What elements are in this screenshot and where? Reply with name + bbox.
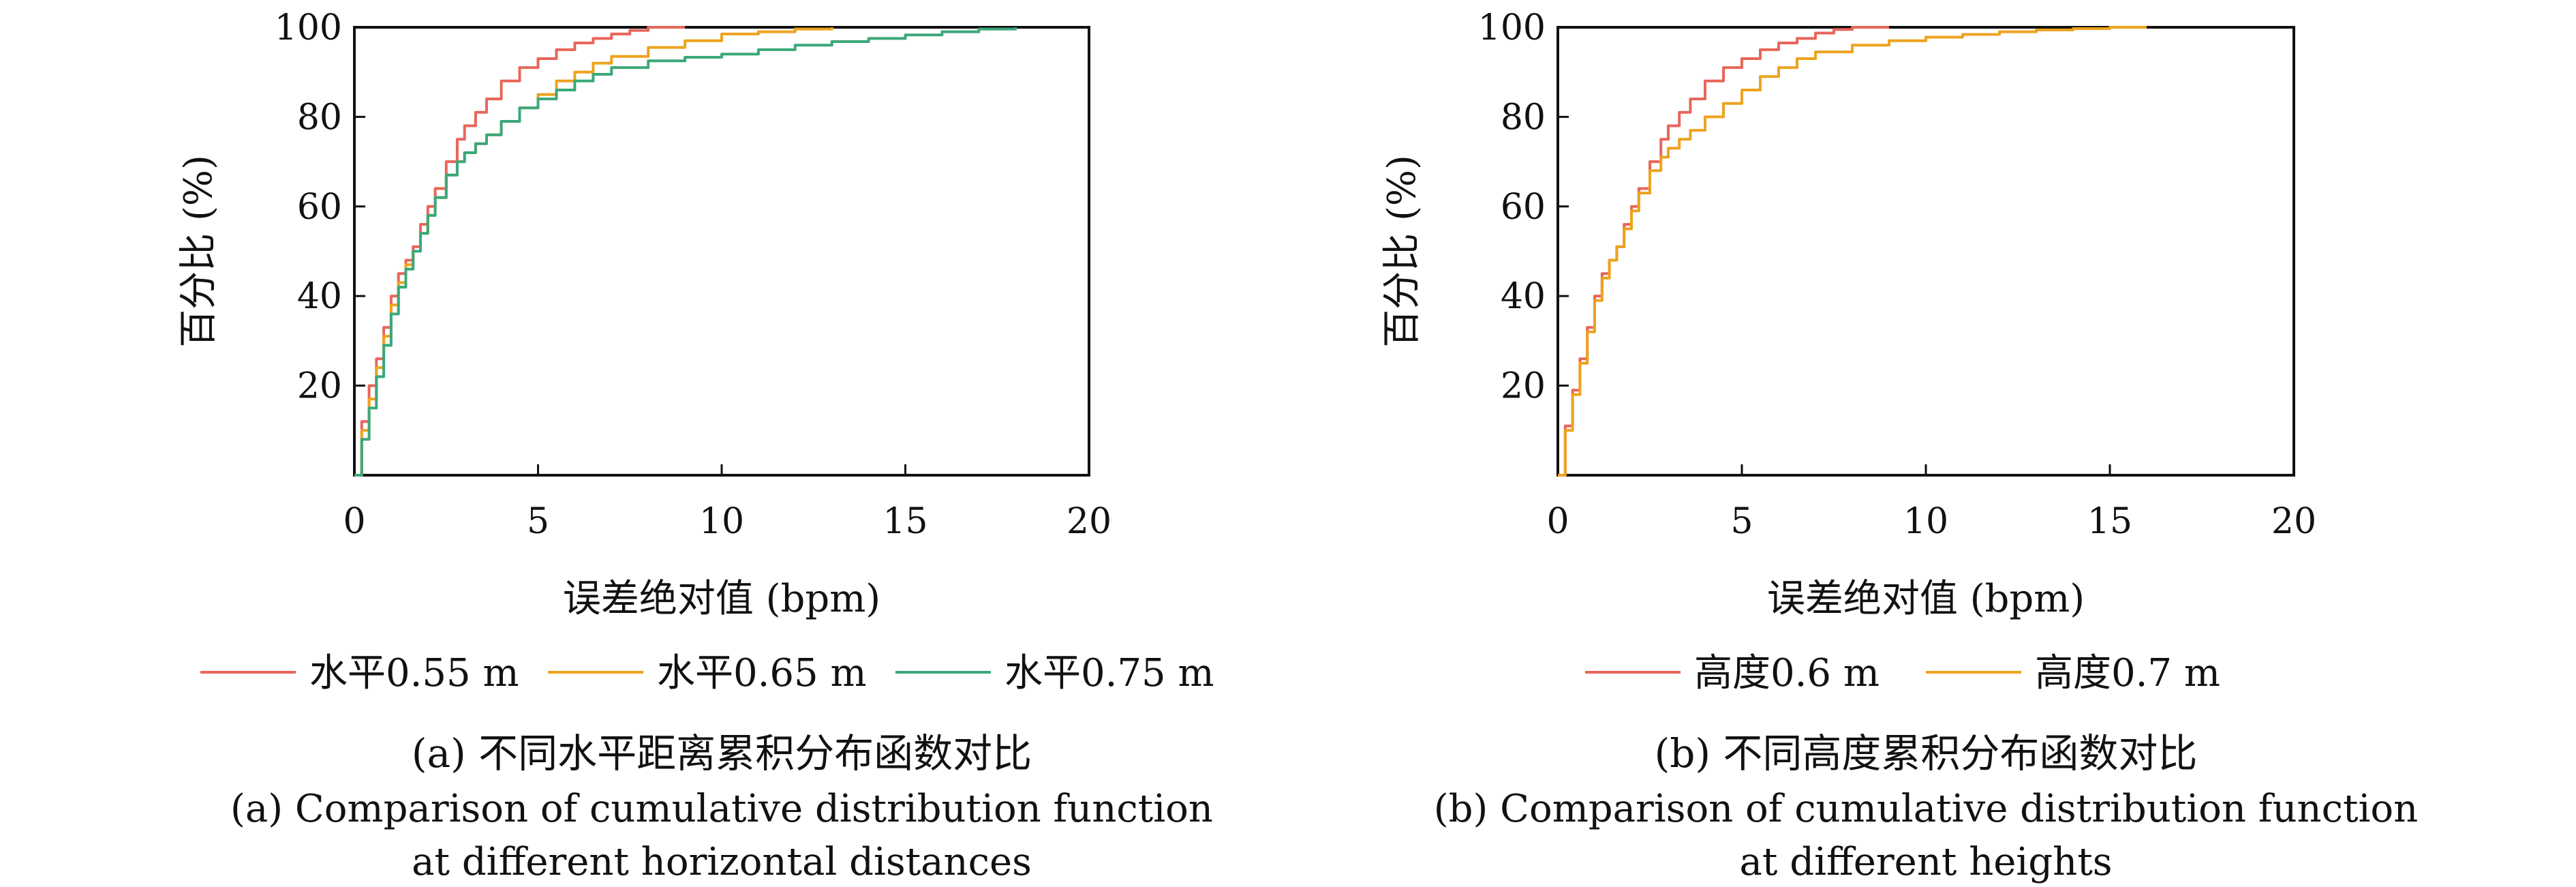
- panel-a-caption-cn: (a) 不同水平距离累积分布函数对比: [412, 730, 1032, 777]
- panel-b-ytick-label: 40: [1501, 276, 1546, 317]
- panel-b-ytick-label: 80: [1501, 97, 1546, 138]
- panel-b-y-axis-label: 百分比 (%): [1380, 155, 1424, 348]
- panel-a-xtick-label: 15: [883, 501, 927, 542]
- panel-b-ytick-label: 20: [1501, 366, 1546, 407]
- panel-b-caption-en-line1: (b) Comparison of cumulative distributio…: [1434, 787, 2418, 831]
- panel-b-xtick-label: 0: [1546, 501, 1569, 542]
- panel-a-legend-label-3: 水平0.75 m: [1005, 651, 1214, 695]
- panel-b-ytick-label: 60: [1501, 187, 1546, 228]
- panel-b-ytick-label: 100: [1478, 7, 1546, 48]
- panel-a-ytick-label: 20: [297, 366, 342, 407]
- panel-a-series-line-3: [354, 27, 1017, 477]
- panel-b-x-axis-label: 误差绝对值 (bpm): [1767, 577, 2085, 621]
- panel-b-series-line-1: [1558, 26, 1889, 477]
- panel-a-xtick-label: 0: [343, 501, 365, 542]
- panel-b-xtick-label: 15: [2087, 501, 2132, 542]
- panel-a-series-line-2: [354, 27, 833, 477]
- panel-b-legend-label-2: 高度0.7 m: [2035, 651, 2220, 695]
- panel-a-legend-label-2: 水平0.65 m: [657, 651, 867, 695]
- panel-a-xtick-label: 10: [699, 501, 744, 542]
- panel-a-ytick-label: 100: [275, 7, 342, 48]
- panel-a-ytick-label: 40: [297, 276, 342, 317]
- panel-b-caption-en-line2: at different heights: [1740, 840, 2113, 884]
- panel-a-x-axis-label: 误差绝对值 (bpm): [563, 577, 880, 621]
- panel-b-plot-frame: [1557, 26, 2295, 477]
- panel-b-xtick-label: 10: [1903, 501, 1948, 542]
- panel-b-legend-label-1: 高度0.6 m: [1694, 651, 1880, 695]
- panel-a-xtick-label: 20: [1067, 501, 1111, 542]
- panel-b-xtick-label: 20: [2271, 501, 2316, 542]
- panel-a-caption-en-line2: at different horizontal distances: [412, 840, 1032, 884]
- panel-a-xtick-label: 5: [527, 501, 549, 542]
- panel-a-ytick-label: 60: [297, 187, 342, 228]
- panel-a-legend-label-1: 水平0.55 m: [309, 651, 519, 695]
- panel-b-caption-cn: (b) 不同高度累积分布函数对比: [1655, 730, 2198, 777]
- panel-a-plot-frame: [353, 26, 1090, 477]
- panel-a-caption-en-line1: (a) Comparison of cumulative distributio…: [230, 787, 1213, 831]
- panel-b-xtick-label: 5: [1730, 501, 1753, 542]
- panel-a-series-line-1: [354, 26, 686, 477]
- panel-a-y-axis-label: 百分比 (%): [177, 155, 221, 348]
- panel-b-series-line-2: [1558, 26, 2147, 477]
- panel-a-ytick-label: 80: [297, 97, 342, 138]
